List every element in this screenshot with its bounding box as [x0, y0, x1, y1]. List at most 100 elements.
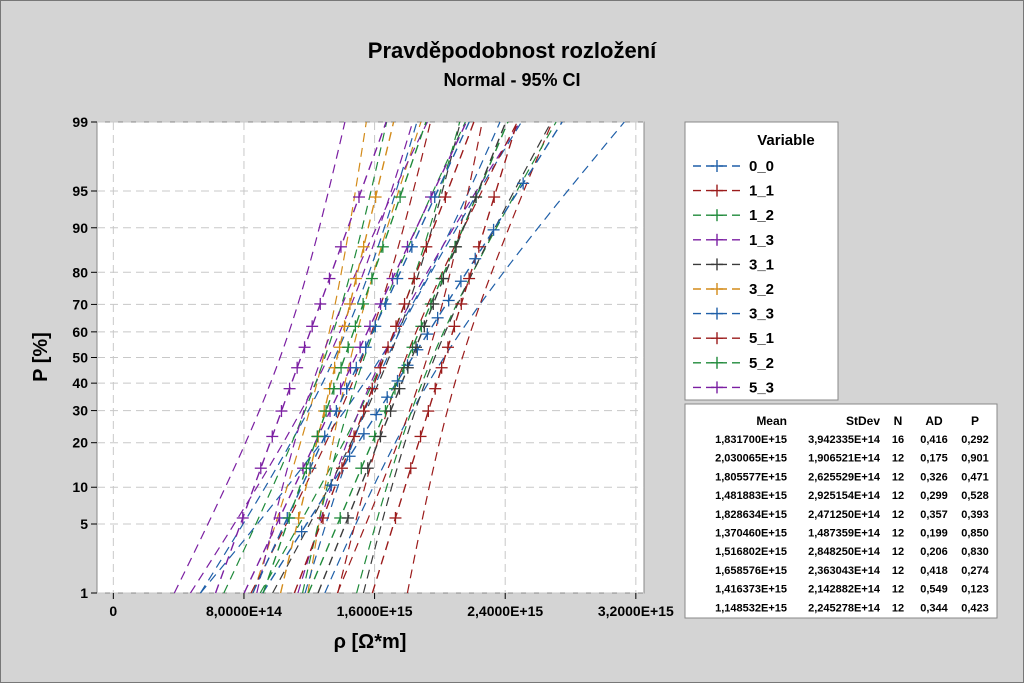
data-point-0_0: [487, 223, 500, 236]
legend-items: 0_0 1_1 1_2 1_3 3_1 3_2 3_3 5_1 5_2 5_3: [693, 158, 774, 396]
stats-cell: 12: [892, 528, 904, 540]
data-point-3_1: [427, 297, 440, 310]
data-point-1_1: [463, 272, 476, 285]
data-point-3_3: [379, 297, 392, 310]
data-point-5_3: [352, 191, 365, 204]
stats-row: 1,370460E+15 1,487359E+14 12 0,199 0,850: [715, 528, 989, 540]
data-point-1_1: [429, 382, 442, 395]
stats-table: [684, 403, 998, 619]
data-point-5_1: [390, 320, 403, 333]
stats-cell: 2,848250E+14: [808, 546, 881, 558]
data-point-5_2: [327, 382, 340, 395]
stats-row: 2,030065E+15 1,906521E+14 12 0,175 0,901: [715, 453, 989, 465]
stats-cell: 1,831700E+15: [715, 434, 787, 446]
legend-label: 5_3: [749, 379, 774, 396]
data-point-3_3: [359, 341, 372, 354]
legend-label: 1_1: [749, 183, 774, 200]
stats-cell: 0,292: [961, 434, 989, 446]
data-point-3_1: [401, 361, 414, 374]
ci-line-1_2-upper: [356, 121, 557, 594]
stats-cell: 2,245278E+14: [808, 602, 881, 614]
stats-header: StDev: [846, 414, 880, 428]
data-point-3_3: [330, 405, 343, 418]
ci-line-5_3-lower: [173, 121, 346, 594]
data-point-3_1: [437, 272, 450, 285]
data-point-0_0: [517, 177, 530, 190]
ci-line-1_1-upper: [406, 121, 553, 594]
ci-line-5_1-lower: [250, 121, 432, 594]
data-point-5_3: [266, 430, 279, 443]
stats-header: P: [971, 414, 979, 428]
data-point-5_1: [357, 405, 370, 418]
data-point-0_0: [411, 343, 424, 356]
stats-cell: 12: [892, 546, 904, 558]
stats-cell: 0,901: [961, 453, 989, 465]
data-point-3_1: [409, 341, 422, 354]
stats-cell: 12: [892, 565, 904, 577]
data-point-5_3: [291, 361, 304, 374]
legend-item: 1_3: [693, 232, 774, 249]
ci-line-1_2-lower: [259, 121, 461, 594]
stats-cell: 0,123: [961, 584, 989, 596]
stats-cell: 1,658576E+15: [715, 565, 787, 577]
y-tick-label: 80: [72, 264, 88, 280]
data-point-5_2: [365, 272, 378, 285]
legend-item: 1_2: [693, 207, 774, 224]
ci-line-1_3-lower: [189, 121, 414, 594]
data-point-5_2: [342, 341, 355, 354]
legend-label: 1_3: [749, 232, 774, 249]
stats-cell: 0,274: [961, 565, 989, 577]
data-point-3_1: [469, 191, 482, 204]
data-point-5_2: [300, 462, 313, 475]
legend-item: 5_2: [693, 355, 774, 372]
stats-cell: 0,423: [961, 602, 989, 614]
stats-cell: 0,206: [920, 546, 948, 558]
data-point-5_1: [316, 511, 329, 524]
data-point-5_1: [408, 272, 421, 285]
stats-cell: 2,625529E+14: [808, 471, 881, 483]
data-point-5_3: [236, 511, 249, 524]
stats-cell: 2,363043E+14: [808, 565, 881, 577]
data-point-3_3: [405, 240, 418, 253]
legend-item: 5_3: [693, 379, 774, 396]
y-tick-label: 95: [72, 183, 88, 199]
data-point-5_3: [306, 320, 319, 333]
y-tick-label: 1: [80, 585, 88, 601]
data-point-5_1: [366, 382, 379, 395]
chart-title: Pravděpodobnost rozložení: [368, 38, 657, 63]
y-tick-label: 70: [72, 296, 88, 312]
data-point-3_2: [338, 320, 351, 333]
data-point-5_1: [420, 240, 433, 253]
data-point-0_0: [469, 252, 482, 265]
stats-cell: 2,925154E+14: [808, 490, 881, 502]
stats-cell: 1,148532E+15: [715, 602, 787, 614]
data-point-3_2: [357, 240, 370, 253]
data-point-5_3: [298, 341, 311, 354]
y-tick-label: 5: [80, 516, 88, 532]
legend-item: 3_2: [693, 281, 774, 298]
y-tick-label: 60: [72, 324, 88, 340]
data-point-5_3: [254, 462, 267, 475]
stats-cell: 2,471250E+14: [808, 509, 881, 521]
legend-item: 5_1: [693, 330, 774, 347]
legend-label: 0_0: [749, 158, 774, 175]
stats-table-content: Mean StDev N AD P 1,831700E+15 3,942335E+14 16 0…: [715, 414, 990, 614]
data-point-5_2: [320, 405, 333, 418]
data-point-3_1: [418, 320, 431, 333]
y-tick-label: 50: [72, 350, 88, 366]
y-tick-label: 90: [72, 220, 88, 236]
stats-row: 1,831700E+15 3,942335E+14 16 0,416 0,292: [715, 434, 989, 446]
data-point-0_0: [343, 450, 356, 463]
data-point-5_3: [323, 272, 336, 285]
legend-label: 1_2: [749, 207, 774, 224]
ci-line-3_3-upper: [304, 121, 523, 594]
stats-cell: 12: [892, 453, 904, 465]
data-point-5_3: [314, 297, 327, 310]
fit-lines: [214, 121, 563, 594]
stats-cell: 0,416: [920, 434, 948, 446]
stats-header: N: [894, 414, 903, 428]
data-point-1_1: [422, 405, 435, 418]
fit-line-3_3: [252, 121, 470, 594]
legend-item: 0_0: [693, 158, 774, 175]
